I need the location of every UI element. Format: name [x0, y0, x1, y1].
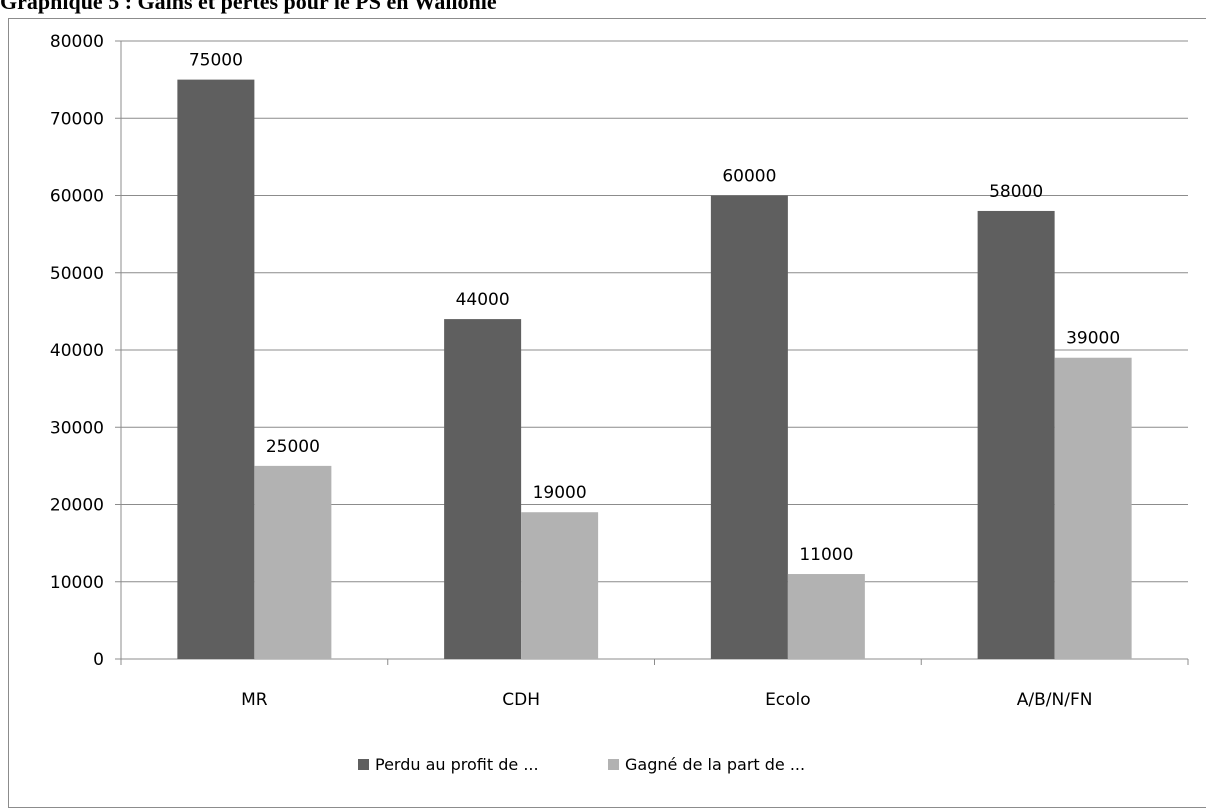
- legend: Perdu au profit de ... Gagné de la part d…: [358, 755, 805, 774]
- bar: [254, 465, 332, 659]
- y-tick-label: 40000: [50, 341, 104, 361]
- y-tick-label: 30000: [50, 418, 104, 438]
- bar: [1054, 357, 1132, 659]
- data-label: 25000: [266, 437, 320, 457]
- legend-item: Gagné de la part de ...: [608, 755, 805, 774]
- y-tick-label: 0: [93, 650, 104, 670]
- data-label: 44000: [456, 290, 510, 310]
- data-label: 19000: [533, 483, 587, 503]
- legend-item: Perdu au profit de ...: [358, 755, 539, 774]
- x-category-label: CDH: [502, 690, 540, 710]
- bar: [787, 574, 865, 659]
- data-label: 75000: [189, 51, 243, 71]
- data-label: 58000: [989, 182, 1043, 202]
- bars: [177, 79, 1132, 659]
- y-tick-label: 60000: [50, 187, 104, 207]
- legend-label: Perdu au profit de ...: [375, 755, 539, 774]
- y-tick-label: 80000: [50, 32, 104, 52]
- bar: [977, 210, 1055, 659]
- x-category-label: Ecolo: [765, 690, 811, 710]
- data-label: 11000: [799, 545, 853, 565]
- bar: [710, 195, 788, 659]
- legend-swatch: [608, 759, 619, 770]
- data-labels: 75000 25000 44000 19000 60000 11000 58000 39000: [189, 51, 1120, 565]
- y-tick-label: 20000: [50, 496, 104, 516]
- x-axis: MR CDH Ecolo A/B/N/FN: [120, 658, 1189, 710]
- bar: [177, 79, 255, 659]
- y-tick-label: 70000: [50, 109, 104, 129]
- bar: [521, 512, 599, 659]
- page-title: Graphique 5 : Gains et pertes pour le PS…: [0, 0, 497, 14]
- legend-label: Gagné de la part de ...: [625, 755, 805, 774]
- y-axis: 0 10000 20000 30000 40000 50000 60000 70000 8000…: [50, 32, 122, 670]
- x-category-label: MR: [241, 690, 268, 710]
- x-category-label: A/B/N/FN: [1017, 690, 1093, 710]
- y-tick-label: 50000: [50, 264, 104, 284]
- bar: [444, 319, 522, 659]
- legend-swatch: [358, 759, 369, 770]
- data-label: 60000: [722, 167, 776, 187]
- y-tick-label: 10000: [50, 573, 104, 593]
- data-label: 39000: [1066, 329, 1120, 349]
